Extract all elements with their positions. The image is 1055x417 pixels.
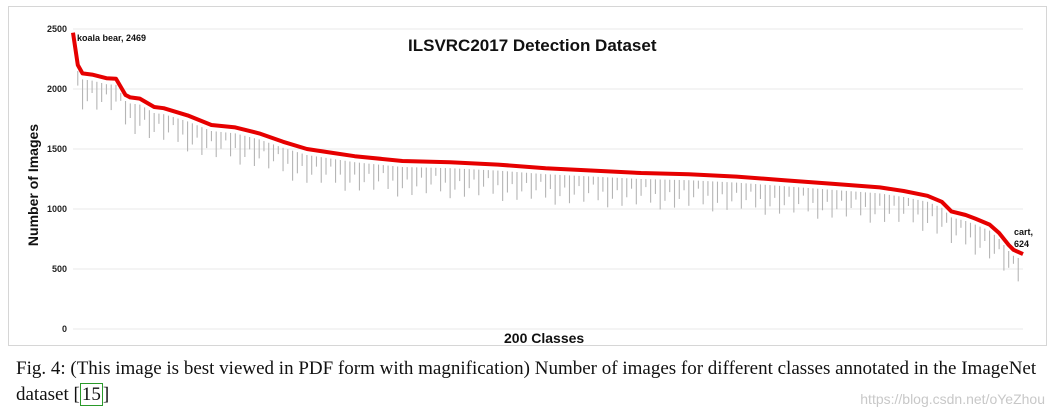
figure-caption: Fig. 4: (This image is best viewed in PD… [16,356,1046,408]
chart-frame: 0 500 1000 1500 2000 2500 ILSVRC2017 Detectio… [8,6,1047,346]
annotation-koala-bear: koala bear, 2469 [77,33,146,43]
watermark: https://blog.csdn.net/oYeZhou [860,391,1045,407]
y-tick-label: 0 [62,324,67,334]
annotation-cart: cart, [1014,227,1033,237]
caption-close: ] [102,384,110,405]
caption-text: Fig. 4: (This image is best viewed in PD… [16,358,1037,405]
citation-link[interactable]: 15 [79,383,103,406]
series-line [71,32,1024,256]
y-tick-label: 1000 [47,204,67,214]
annotation-cart-value: 624 [1014,239,1029,249]
y-tick-label: 2000 [47,84,67,94]
y-tick-label: 1500 [47,144,67,154]
x-axis-title: 200 Classes [504,330,584,346]
y-axis-title: Number of Images [25,124,41,246]
chart-title: ILSVRC2017 Detection Dataset [408,36,657,55]
chart-plot: 0 500 1000 1500 2000 2500 ILSVRC2017 Detectio… [25,24,1033,346]
y-tick-label: 500 [52,264,67,274]
y-tick-label: 2500 [47,24,67,34]
